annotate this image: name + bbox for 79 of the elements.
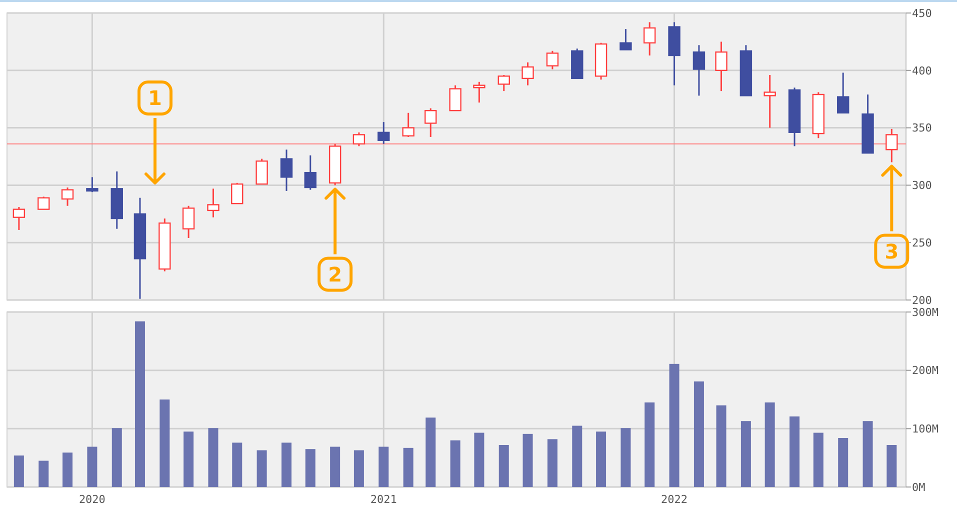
candlestick xyxy=(886,128,898,163)
candlestick xyxy=(378,121,390,145)
candlestick xyxy=(231,182,244,204)
annotation: 1 xyxy=(148,86,162,110)
bar xyxy=(305,449,316,487)
candlestick xyxy=(620,28,632,50)
bar xyxy=(134,321,145,487)
y-tick-label: 300M xyxy=(912,306,939,319)
x-tick-label: 2022 xyxy=(661,493,688,506)
bar xyxy=(669,364,680,487)
x-tick-label: 2021 xyxy=(370,493,397,506)
annotation: 3 xyxy=(884,239,899,264)
bar xyxy=(232,442,242,487)
bar xyxy=(498,445,509,487)
bar xyxy=(426,418,436,487)
bar xyxy=(886,445,897,487)
bar xyxy=(790,416,800,487)
bar xyxy=(160,400,170,487)
candlestick xyxy=(402,112,414,138)
candlestick xyxy=(546,50,559,70)
bar xyxy=(112,428,122,487)
bar xyxy=(14,456,24,487)
x-tick-label: 2020 xyxy=(78,493,106,506)
bar xyxy=(38,460,49,487)
bar xyxy=(403,448,414,487)
candlestick xyxy=(644,21,656,56)
bar xyxy=(572,426,582,487)
bar xyxy=(281,442,292,487)
bar xyxy=(208,428,218,487)
candlestick xyxy=(424,108,437,138)
candlestick xyxy=(764,74,776,129)
candlestick xyxy=(692,44,706,96)
candlestick xyxy=(352,132,366,147)
bar xyxy=(474,432,484,487)
bar xyxy=(547,439,558,487)
bar xyxy=(354,450,364,487)
bar xyxy=(330,446,340,487)
candlestick xyxy=(280,148,293,192)
candlestick xyxy=(498,74,510,92)
y-tick-label: 450 xyxy=(912,6,932,20)
bar xyxy=(450,440,460,487)
bar xyxy=(62,452,73,487)
candlestick xyxy=(304,154,316,191)
candlestick xyxy=(449,84,462,112)
y-tick-label: 250 xyxy=(912,236,932,250)
y-tick-label: 200 xyxy=(912,294,932,307)
candlestick xyxy=(522,62,534,86)
y-tick-label: 350 xyxy=(912,122,932,135)
bar xyxy=(596,432,606,487)
candlestick xyxy=(715,40,728,92)
bar xyxy=(740,421,751,487)
bar xyxy=(813,432,824,487)
y-tick-label: 200M xyxy=(912,364,939,378)
y-tick-label: 400 xyxy=(912,64,932,78)
y-tick-label: 0M xyxy=(912,480,926,494)
candlestick xyxy=(256,158,268,185)
bar xyxy=(184,432,194,487)
candlestick xyxy=(473,81,486,104)
y-tick-label: 100M xyxy=(912,422,939,436)
bar xyxy=(716,405,726,487)
y-tick-label: 300 xyxy=(912,179,932,192)
bar xyxy=(87,446,98,487)
bar xyxy=(862,421,873,487)
candlestick xyxy=(61,186,74,207)
candlestick xyxy=(38,196,50,210)
bar xyxy=(694,381,704,487)
bar xyxy=(644,402,655,487)
bar xyxy=(838,438,848,487)
bar xyxy=(764,402,775,487)
candlestick xyxy=(836,72,850,114)
bar xyxy=(378,446,389,487)
candlestick xyxy=(86,176,98,193)
bar xyxy=(256,450,267,487)
candlestick xyxy=(12,206,26,231)
bar xyxy=(620,428,631,487)
annotation: 2 xyxy=(328,262,342,286)
candlestick xyxy=(207,188,220,218)
candlestick xyxy=(182,205,195,239)
bar xyxy=(522,434,533,487)
